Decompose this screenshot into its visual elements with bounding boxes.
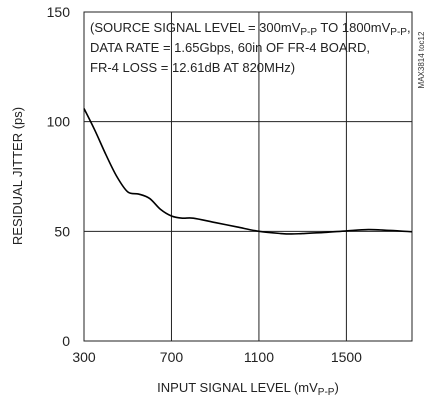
- data-point: [193, 218, 194, 219]
- data-point: [237, 226, 238, 227]
- annotation-line-3: FR-4 LOSS = 12.61dB AT 820MHz): [90, 60, 295, 75]
- data-point: [94, 130, 95, 131]
- data-point: [291, 233, 292, 234]
- data-point: [171, 215, 172, 216]
- data-point: [105, 154, 106, 155]
- data-point: [412, 231, 413, 232]
- x-tick-label: 1500: [331, 349, 362, 365]
- annotation: (SOURCE SIGNAL LEVEL = 300mVP-P TO 1800m…: [90, 20, 411, 75]
- figure-code: MAX3814 toc12: [417, 31, 426, 88]
- data-point: [138, 194, 139, 195]
- data-point: [280, 233, 281, 234]
- data-point: [390, 230, 391, 231]
- data-point: [258, 231, 259, 232]
- grid: [84, 12, 412, 341]
- data-point: [302, 233, 303, 234]
- data-point: [149, 198, 150, 199]
- x-axis-title: INPUT SIGNAL LEVEL (mVP-P): [157, 380, 339, 398]
- y-tick-label: 0: [62, 333, 70, 349]
- x-tick-label: 1100: [244, 349, 274, 365]
- tick-labels: 300 700 1100 1500 0 50 100 150: [47, 4, 363, 365]
- series-line-0: [83, 108, 413, 235]
- data-point: [215, 222, 216, 223]
- annotation-line-1: (SOURCE SIGNAL LEVEL = 300mVP-P TO 1800m…: [90, 20, 411, 38]
- data-point: [324, 232, 325, 233]
- y-axis-title: RESIDUAL JITTER (ps): [10, 107, 25, 245]
- x-tick-label: 300: [72, 349, 96, 365]
- series-group: [83, 108, 413, 235]
- x-tick-label: 700: [160, 349, 184, 365]
- data-point: [346, 230, 347, 231]
- data-point: [182, 218, 183, 219]
- data-point: [127, 191, 128, 192]
- data-point: [160, 209, 161, 210]
- data-point: [84, 108, 85, 109]
- data-point: [116, 176, 117, 177]
- plot-frame: [83, 11, 413, 342]
- annotation-line-2: DATA RATE = 1.65Gbps, 60in OF FR-4 BOARD…: [90, 40, 370, 55]
- data-point: [368, 229, 369, 230]
- y-tick-label: 150: [47, 4, 71, 20]
- y-tick-label: 100: [47, 114, 71, 130]
- y-tick-label: 50: [54, 223, 70, 239]
